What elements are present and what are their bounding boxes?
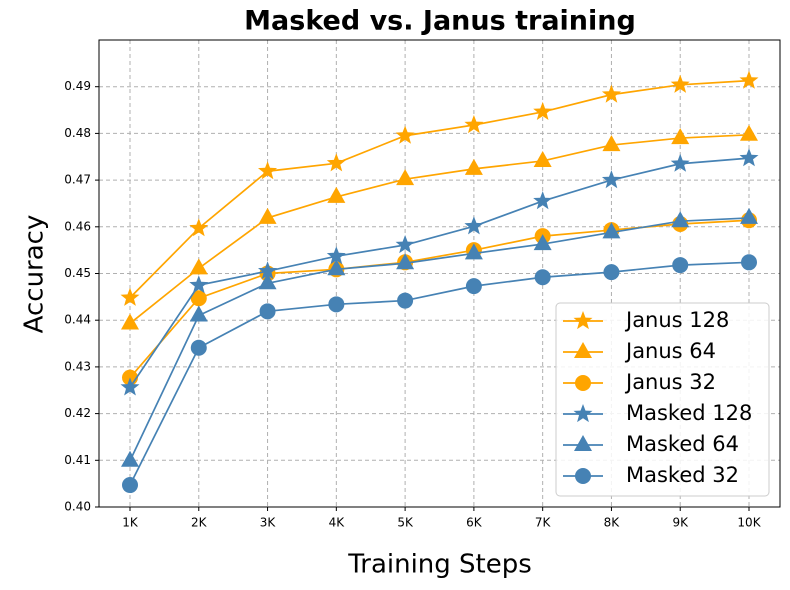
marker [397, 292, 414, 309]
plot-frame [98, 39, 781, 508]
x-tick-label: 5K [397, 516, 414, 530]
marker [739, 148, 759, 167]
marker [190, 290, 207, 307]
legend-marker [574, 342, 592, 358]
series-line [129, 79, 750, 299]
legend-marker [573, 404, 593, 423]
marker [258, 207, 277, 224]
x-tick-label: 3K [260, 516, 277, 530]
legend-label: Masked 128 [626, 401, 752, 425]
marker [189, 275, 209, 294]
marker [120, 377, 140, 396]
marker [741, 254, 757, 271]
marker [396, 253, 415, 270]
marker [670, 153, 690, 172]
marker [121, 313, 139, 330]
marker [464, 158, 483, 175]
legend-label: Masked 32 [626, 463, 739, 487]
marker [464, 115, 484, 134]
marker [189, 258, 208, 275]
marker [672, 257, 689, 274]
marker [533, 101, 553, 120]
marker [396, 169, 415, 186]
x-tick-label: 1K [122, 516, 139, 530]
marker [122, 477, 138, 494]
x-tick-label: 10K [737, 516, 761, 530]
marker [327, 186, 346, 203]
marker [671, 211, 690, 228]
marker [739, 70, 759, 89]
marker [601, 170, 621, 189]
marker [190, 339, 207, 356]
marker [533, 150, 552, 167]
series-line [129, 217, 750, 462]
marker [395, 125, 415, 144]
y-tick-label: 0.46 [64, 219, 91, 233]
series-line [129, 157, 750, 388]
marker [740, 207, 758, 224]
marker [328, 296, 345, 313]
marker [533, 234, 552, 251]
chart-title: Masked vs. Janus training [244, 6, 636, 37]
marker [465, 278, 482, 295]
y-tick-label: 0.45 [64, 266, 91, 280]
x-tick-label: 2K [191, 516, 208, 530]
marker [602, 222, 621, 239]
y-tick-label: 0.41 [64, 453, 91, 467]
y-tick-label: 0.40 [64, 500, 91, 514]
y-tick-label: 0.43 [64, 359, 91, 373]
y-tick-label: 0.44 [64, 313, 91, 327]
marker [670, 74, 690, 93]
x-tick-label: 8K [604, 516, 621, 530]
legend-marker [573, 311, 593, 330]
marker [464, 243, 483, 260]
y-axis-label: Accuracy [20, 215, 50, 334]
legend-marker [575, 375, 591, 391]
marker [121, 450, 139, 467]
marker [602, 135, 621, 152]
marker [120, 287, 140, 306]
y-tick-label: 0.49 [64, 79, 91, 93]
legend-label: Masked 64 [626, 432, 739, 456]
series-line [129, 261, 750, 486]
marker [534, 269, 551, 286]
marker [671, 128, 690, 145]
x-tick-label: 6K [466, 516, 483, 530]
marker [326, 153, 346, 172]
legend-marker [575, 468, 591, 484]
series-line [129, 133, 750, 325]
marker [327, 259, 346, 276]
marker [533, 191, 553, 210]
x-tick-label: 7K [535, 516, 552, 530]
legend-label: Janus 64 [624, 339, 716, 363]
marker [258, 161, 278, 180]
marker [258, 261, 278, 280]
y-tick-label: 0.48 [64, 126, 91, 140]
x-tick-label: 4K [329, 516, 346, 530]
marker [601, 84, 621, 103]
y-tick-label: 0.47 [64, 173, 91, 187]
y-tick-label: 0.42 [64, 406, 91, 420]
legend-label: Janus 128 [624, 308, 729, 332]
marker [740, 124, 758, 141]
legend-label: Janus 32 [624, 370, 716, 394]
marker [395, 235, 415, 254]
marker [189, 305, 208, 322]
marker [259, 303, 276, 320]
marker [464, 216, 484, 235]
x-axis-label: Training Steps [347, 550, 532, 580]
marker [189, 218, 209, 237]
x-tick-label: 9K [672, 516, 689, 530]
marker [603, 264, 620, 281]
marker [326, 246, 346, 265]
marker [258, 273, 277, 290]
legend-box [555, 302, 770, 497]
legend-marker [574, 435, 592, 451]
